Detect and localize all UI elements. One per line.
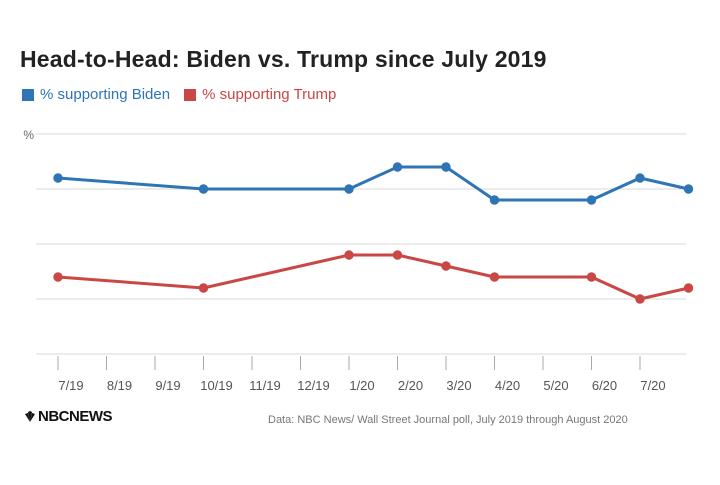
legend-label-biden: % supporting Biden <box>40 86 171 103</box>
legend-label-trump: % supporting Trump <box>202 86 337 103</box>
peacock-icon <box>25 410 35 422</box>
x-tick-label: 9/19 <box>155 378 180 393</box>
legend-swatch-biden <box>22 88 34 101</box>
x-tick-label: 7/19 <box>58 378 83 393</box>
x-tick-label: 11/19 <box>249 378 281 393</box>
data-point <box>635 294 645 304</box>
data-point <box>53 173 63 183</box>
logo-text: NBCNEWS <box>38 408 113 425</box>
data-point <box>586 195 597 205</box>
series-line-0 <box>57 165 689 202</box>
y-axis-top-label: % <box>23 128 34 142</box>
data-point <box>344 250 354 260</box>
source-note: Data: NBC News/ Wall Street Journal poll… <box>268 414 628 426</box>
data-point <box>683 283 694 293</box>
chart-legend: % supporting Biden % supporting Trump <box>22 86 350 103</box>
data-point <box>441 261 451 271</box>
data-point <box>586 272 597 282</box>
x-tick-label: 6/20 <box>592 378 617 393</box>
x-tick-label: 10/19 <box>200 378 233 393</box>
data-point <box>53 272 63 282</box>
x-tick-label: 1/20 <box>349 378 374 393</box>
chart-title: Head-to-Head: Biden vs. Trump since July… <box>20 46 547 72</box>
x-tick-label: 2/20 <box>398 378 423 393</box>
legend-item-biden: % supporting Biden <box>22 86 170 103</box>
data-point <box>344 184 354 194</box>
line-chart: % 7/19 8/19 9/19 10/19 11/19 12/19 1/20 2/20 3/20… <box>23 128 694 393</box>
data-point <box>198 283 209 293</box>
data-point <box>198 184 209 194</box>
data-point <box>392 162 403 172</box>
data-point <box>441 162 451 172</box>
x-tick-label: 4/20 <box>495 378 520 393</box>
legend-item-trump: % supporting Trump <box>184 86 336 103</box>
nbc-news-logo: NBCNEWS <box>24 408 113 425</box>
data-point <box>683 184 694 194</box>
data-point <box>392 250 403 260</box>
data-point <box>489 272 500 282</box>
legend-swatch-trump <box>184 88 197 101</box>
data-point <box>635 173 645 183</box>
x-tick-label: 12/19 <box>297 378 330 393</box>
x-tick-label: 5/20 <box>543 378 568 393</box>
x-tick-label: 3/20 <box>446 378 471 393</box>
x-tick-label: 8/19 <box>107 378 132 393</box>
data-point <box>489 195 500 205</box>
x-tick-label: 7/20 <box>640 378 665 393</box>
